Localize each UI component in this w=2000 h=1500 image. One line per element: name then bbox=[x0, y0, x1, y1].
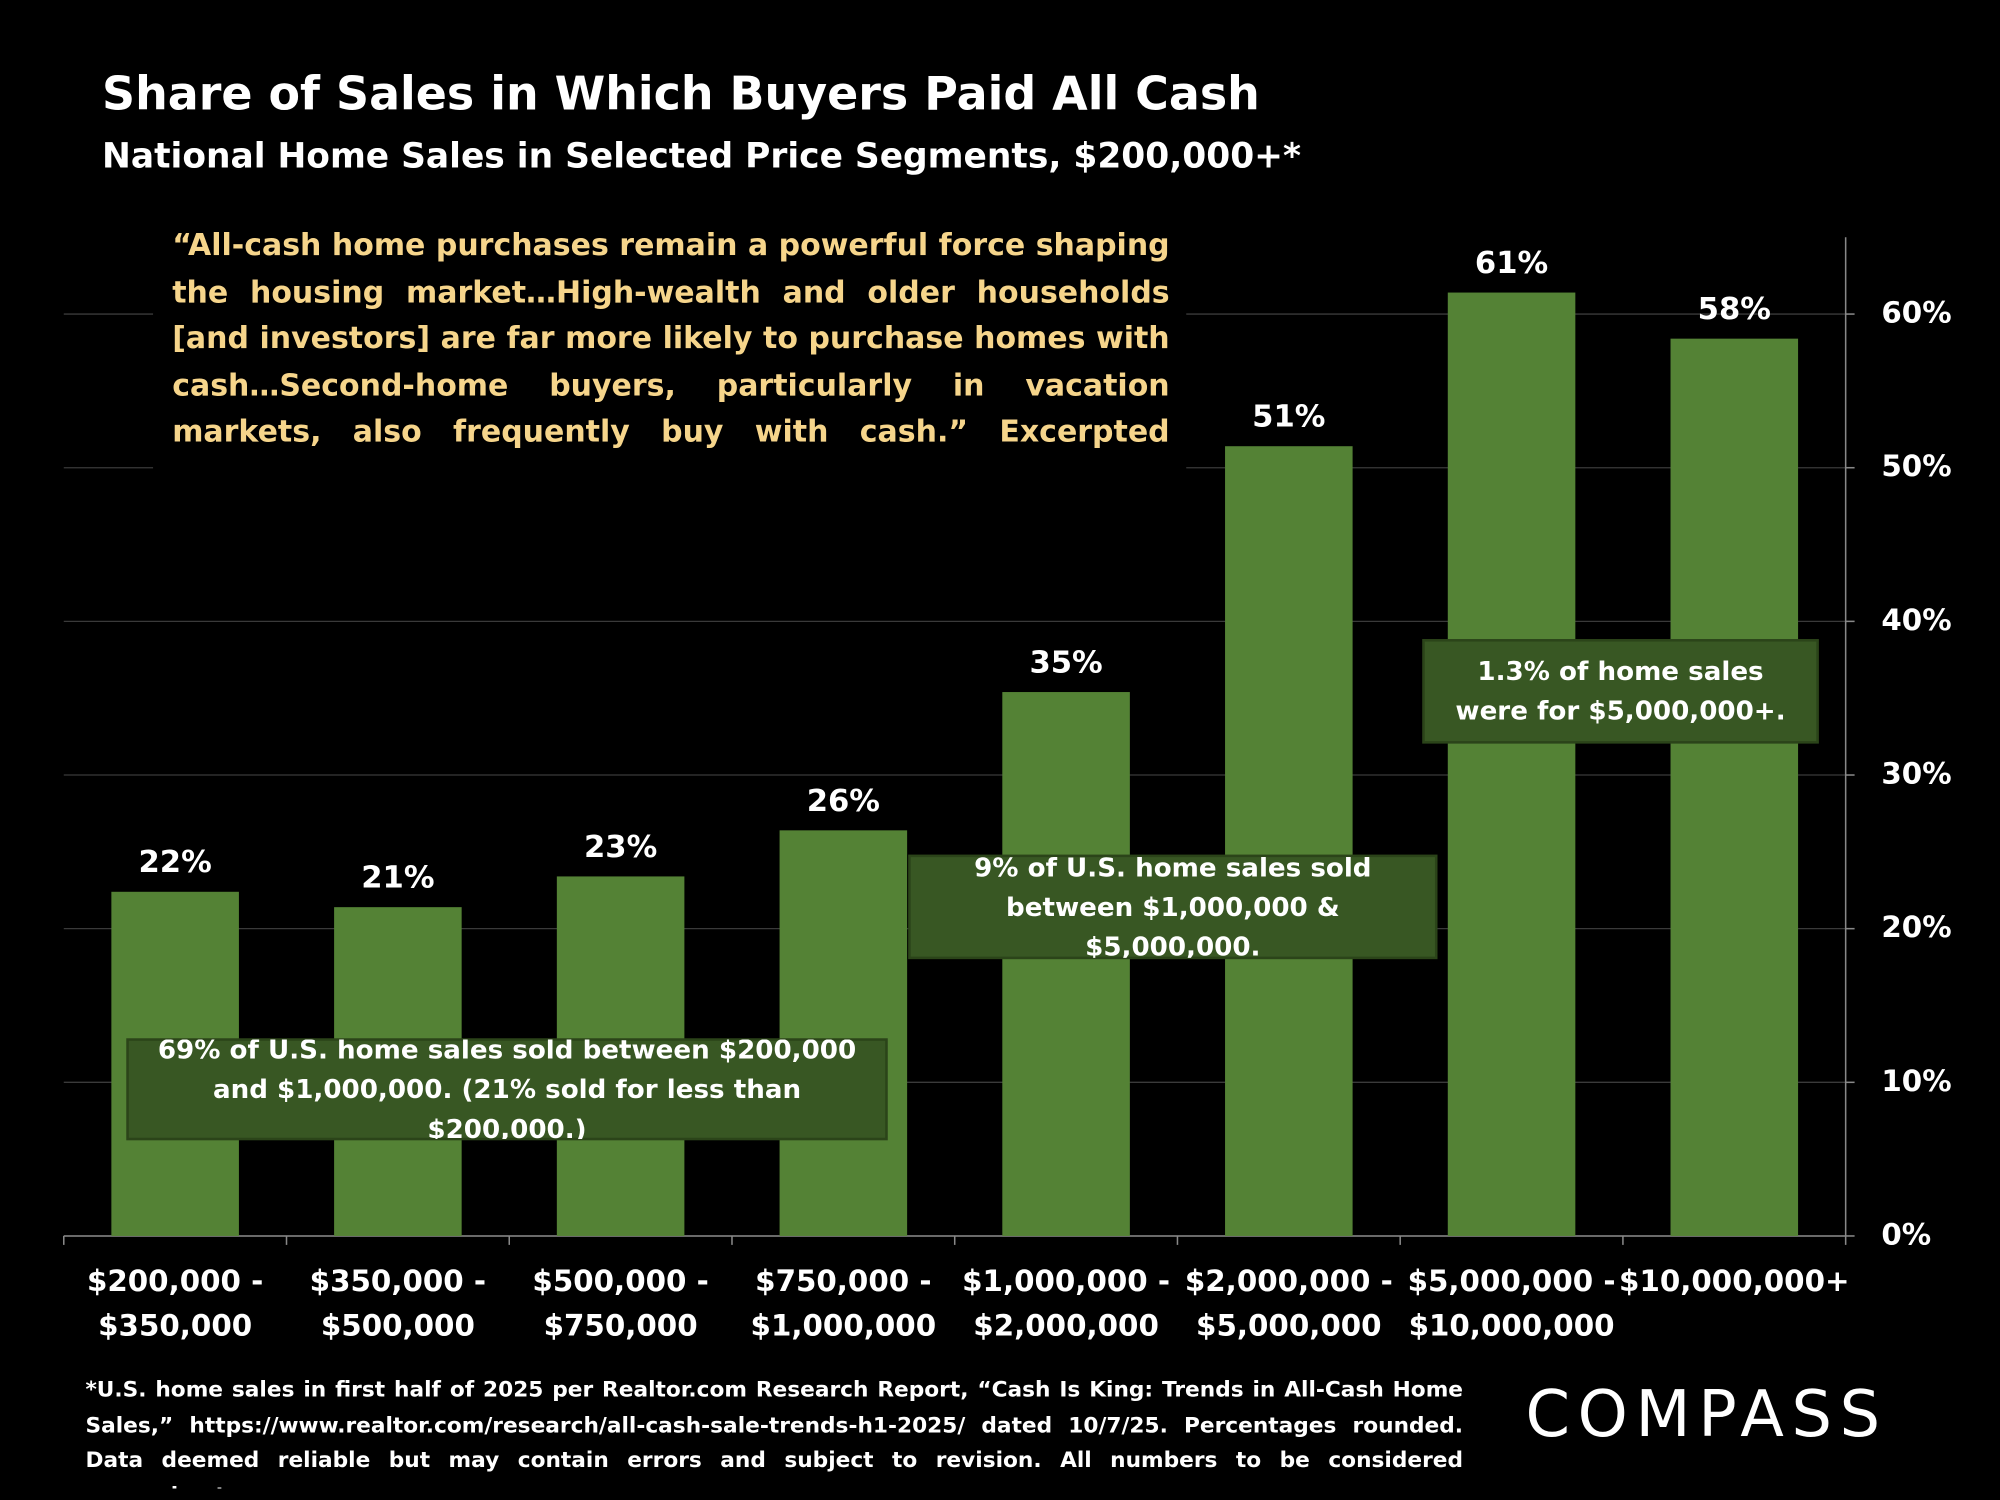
x-tick-label: $2,000,000 -$5,000,000 bbox=[1185, 1263, 1393, 1342]
callout-box: 69% of U.S. home sales sold between $200… bbox=[157, 1039, 857, 1140]
quote: “All-cash home purchases remain a powerf… bbox=[172, 227, 1170, 464]
callout: 1.3% of home sales were for $5,000,000+. bbox=[1455, 655, 1786, 726]
callout-box: 1.3% of home sales were for $5,000,000+. bbox=[1455, 655, 1786, 726]
y-tick-label: 50% bbox=[1881, 449, 1951, 483]
x-tick-label: $500,000 -$750,000 bbox=[532, 1263, 708, 1342]
bar bbox=[1670, 338, 1799, 1236]
x-tick-label: $1,000,000 -$2,000,000 bbox=[962, 1263, 1170, 1342]
value-label: 51% bbox=[1252, 400, 1325, 435]
value-label: 22% bbox=[139, 845, 212, 880]
overlay: “All-cash home purchases remain a powerf… bbox=[85, 219, 1888, 1489]
bar bbox=[1447, 292, 1576, 1236]
x-tick-label: $10,000,000+ bbox=[1619, 1263, 1850, 1297]
value-label: 35% bbox=[1029, 645, 1102, 680]
value-label: 58% bbox=[1698, 292, 1771, 327]
x-tick-label: $750,000 -$1,000,000 bbox=[751, 1263, 937, 1342]
chart-title: Share of Sales in Which Buyers Paid All … bbox=[102, 66, 1260, 120]
logo: COMPASS bbox=[1526, 1378, 1888, 1452]
value-label: 23% bbox=[584, 830, 657, 865]
x-tick-label: $200,000 -$350,000 bbox=[87, 1263, 263, 1342]
callout-background bbox=[908, 854, 1438, 960]
y-tick-label: 60% bbox=[1881, 296, 1951, 330]
y-tick-label: 40% bbox=[1881, 603, 1951, 637]
footnote: *U.S. home sales in first half of 2025 p… bbox=[85, 1377, 1464, 1489]
quote-box: “All-cash home purchases remain a powerf… bbox=[172, 227, 1170, 464]
callout: 9% of U.S. home sales sold between $1,00… bbox=[974, 855, 1372, 958]
bar bbox=[1225, 446, 1353, 1236]
x-tick-label: $350,000 -$500,000 bbox=[310, 1263, 486, 1342]
x-tick-label: $5,000,000 -$10,000,000 bbox=[1408, 1263, 1616, 1342]
quote-background bbox=[153, 219, 1187, 472]
y-tick-label: 0% bbox=[1881, 1217, 1931, 1251]
y-tick-label: 10% bbox=[1881, 1064, 1951, 1098]
footnote-box: *U.S. home sales in first half of 2025 p… bbox=[85, 1377, 1464, 1489]
bar bbox=[1002, 692, 1130, 1236]
callout-box: 9% of U.S. home sales sold between $1,00… bbox=[974, 855, 1372, 958]
value-label: 26% bbox=[807, 784, 880, 819]
chart-subtitle: National Home Sales in Selected Price Se… bbox=[102, 137, 1301, 177]
value-label: 21% bbox=[361, 861, 434, 896]
callout: 69% of U.S. home sales sold between $200… bbox=[157, 1039, 857, 1140]
callout-background bbox=[126, 1038, 888, 1141]
callout-background bbox=[1422, 639, 1819, 744]
bar bbox=[779, 830, 908, 1236]
y-tick-label: 20% bbox=[1881, 910, 1951, 944]
value-label: 61% bbox=[1475, 246, 1548, 281]
y-tick-label: 30% bbox=[1881, 757, 1951, 791]
